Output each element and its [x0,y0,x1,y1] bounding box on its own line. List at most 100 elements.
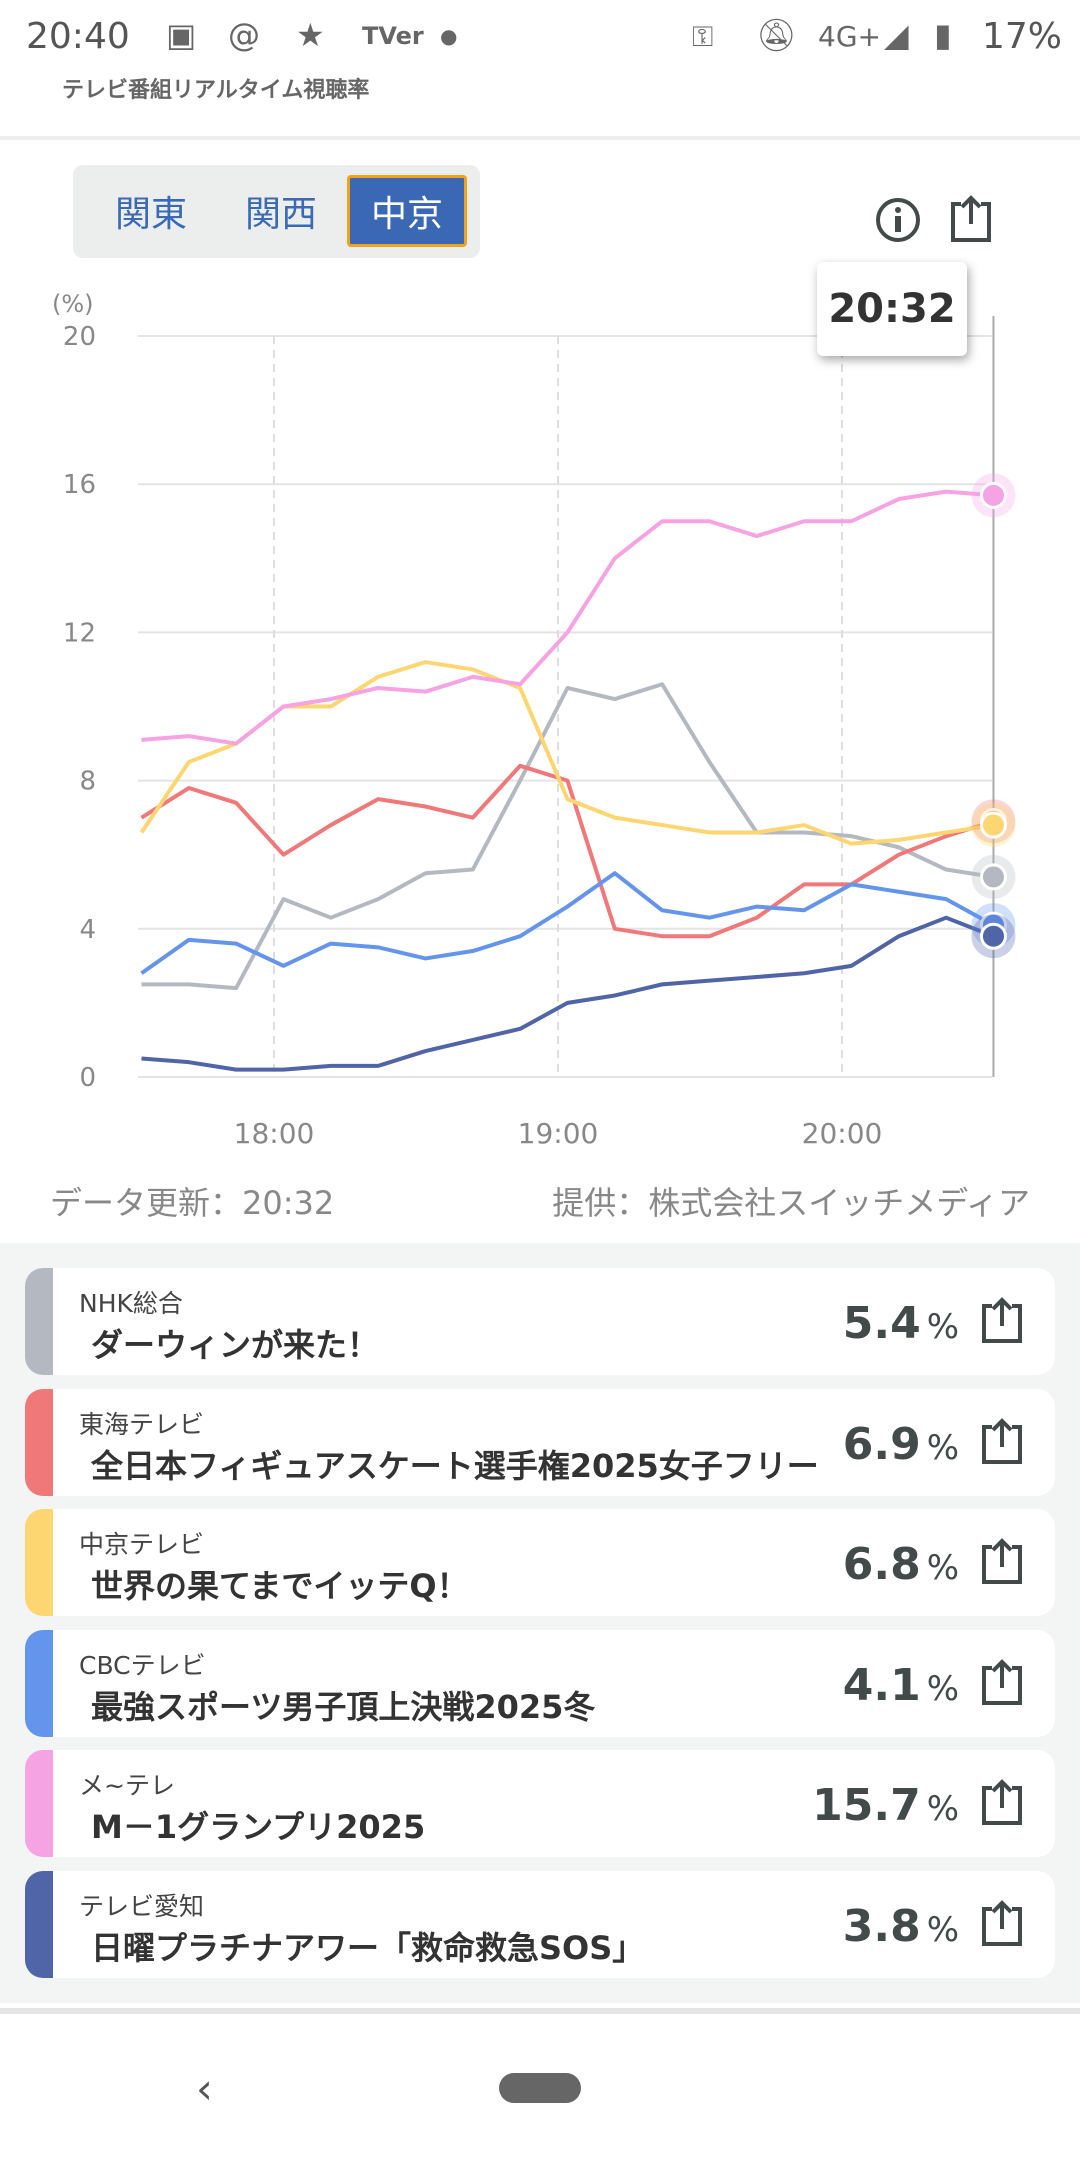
share-button[interactable] [979,1296,1025,1350]
program-title: 世界の果てまでイッテQ！ [91,1567,469,1606]
info-button[interactable] [872,194,924,246]
status-time: 20:40 [26,16,130,57]
share-icon [982,1417,1022,1464]
share-icon [982,1779,1022,1826]
y-tick-label: 8 [79,767,96,797]
share-icon [951,195,991,242]
y-axis-label: (%) [52,290,94,318]
gallery-icon: ▣ [166,16,197,54]
share-icon [982,1297,1022,1343]
share-button[interactable] [979,1417,1025,1471]
battery-charging-icon: ▮ [934,16,952,54]
rating-value: 15.7% [812,1780,959,1831]
signal-icon: ◢ [884,16,909,54]
program-card[interactable]: 東海テレビ 全日本フィギュアスケート選手権2025女子フリー 6.9% [25,1388,1055,1496]
program-card[interactable]: 中京テレビ 世界の果てまでイッテQ！ 6.8% [25,1509,1055,1617]
ratings-chart: (%) 0 4 8 12 16 20 18:00 19:00 20:00 [52,290,1016,1150]
region-tabs: 関東 関西 中京 [73,165,480,258]
channel-name: CBCテレビ [79,1650,206,1680]
y-tick-label: 16 [63,470,96,500]
program-title: 全日本フィギュアスケート選手権2025女子フリー [91,1446,819,1485]
y-tick-label: 12 [63,618,96,648]
share-button[interactable] [979,1778,1025,1832]
share-button[interactable] [979,1899,1025,1953]
battery-level: 17% [981,16,1062,57]
program-title: ダーウィンが来た！ [91,1326,380,1364]
program-card[interactable]: CBCテレビ 最強スポーツ男子頂上決戦2025冬 4.1% [25,1629,1055,1737]
rating-value: 5.4% [843,1298,959,1349]
program-title: 日曜プラチナアワー「救命救急SOS」 [91,1929,645,1967]
channel-color-bar [25,1629,53,1737]
channel-name: 中京テレビ [79,1530,205,1560]
rating-unit: % [926,1668,959,1709]
threads-icon: @ [228,16,260,54]
tab-kanto[interactable]: 関東 [114,194,187,235]
status-bar: 20:40 ▣ @ ★ TVer ● ⚿ 🔕︎ 4G+ ◢ ▮ 17% [0,0,1080,70]
series-line-5 [141,915,995,1072]
y-tick-label: 0 [79,1063,96,1093]
channel-color-bar [25,1268,53,1375]
divider [0,2008,1080,2014]
channel-name: テレビ愛知 [79,1892,205,1921]
rating-number: 6.8 [842,1539,921,1591]
channel-name: メ~テレ [79,1771,175,1801]
channel-color-bar [25,1871,53,1978]
rating-number: 4.1 [842,1659,921,1711]
data-updated: データ更新：20:32 [50,1184,335,1222]
channel-name: 東海テレビ [79,1409,205,1439]
rating-unit: % [926,1548,959,1589]
rating-value: 6.8% [843,1539,959,1590]
divider [0,136,1080,140]
rating-number: 5.4 [842,1298,921,1349]
channel-name: NHK総合 [79,1289,183,1318]
program-card[interactable]: テレビ愛知 日曜プラチナアワー「救命救急SOS」 3.8% [25,1871,1055,1978]
rating-unit: % [926,1789,959,1830]
share-button[interactable] [945,194,997,246]
tab-kansai[interactable]: 関西 [244,194,317,235]
rating-unit: % [926,1307,959,1347]
data-source: 提供：株式会社スイッチメディア [552,1184,1030,1222]
x-tick-label: 19:00 [518,1117,599,1150]
star-icon: ★ [296,16,325,54]
tver-icon: TVer [362,22,424,50]
series-marker [979,811,1007,839]
network-type: 4G+ [818,20,881,53]
program-card[interactable]: メ~テレ M－1グランプリ2025 15.7% [25,1750,1055,1858]
channel-color-bar [25,1750,53,1858]
home-button[interactable] [499,2073,581,2103]
app-title: テレビ番組リアルタイム視聴率 [62,78,370,103]
y-tick-label: 4 [79,915,96,945]
info-icon [876,198,920,242]
rating-number: 6.9 [842,1418,921,1470]
back-button[interactable]: ‹ [196,2064,213,2113]
vpn-key-icon: ⚿ [692,20,714,53]
dot-icon: ● [440,24,458,48]
rating-number: 15.7 [812,1780,921,1832]
program-title: M－1グランプリ2025 [91,1808,426,1847]
share-icon [982,1538,1022,1585]
series-line-4 [141,489,994,746]
bell-off-icon: 🔕︎ [756,16,797,54]
series-marker [979,863,1007,891]
tab-chukyo[interactable]: 中京 [347,175,467,247]
x-tick-label: 20:00 [802,1117,883,1150]
rating-unit: % [926,1427,959,1468]
rating-number: 3.8 [842,1901,921,1952]
time-tooltip: 20:32 [817,262,967,356]
y-tick-label: 20 [63,322,96,352]
share-button[interactable] [979,1537,1025,1591]
share-icon [982,1900,1022,1946]
series-line-3 [140,871,995,975]
series-marker [979,481,1007,509]
share-icon [982,1658,1022,1705]
channel-color-bar [25,1509,53,1617]
series-line-1 [140,763,995,939]
rating-value: 4.1% [843,1660,959,1711]
share-button[interactable] [979,1658,1025,1712]
x-tick-label: 18:00 [234,1117,315,1150]
program-card[interactable]: NHK総合 ダーウィンが来た！ 5.4% [25,1268,1055,1375]
rating-value: 6.9% [843,1419,959,1470]
series-line-0 [141,682,994,991]
program-title: 最強スポーツ男子頂上決戦2025冬 [91,1687,596,1726]
channel-color-bar [25,1388,53,1496]
